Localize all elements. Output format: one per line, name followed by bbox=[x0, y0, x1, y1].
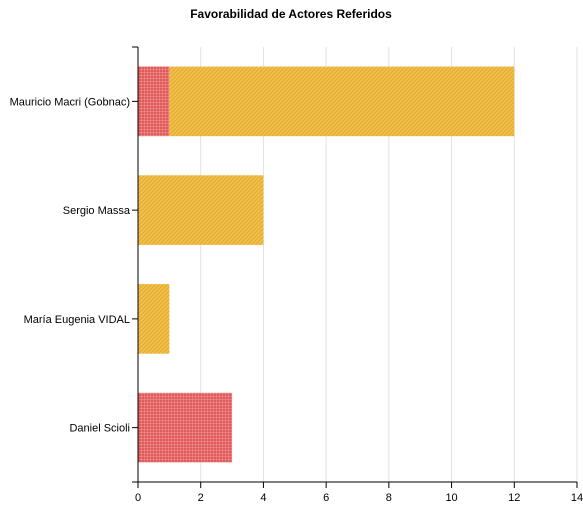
y-tick-label: Daniel Scioli bbox=[69, 423, 130, 435]
bar-segment bbox=[138, 66, 170, 137]
y-tick-label: Mauricio Macri (Gobnac) bbox=[10, 96, 130, 108]
bar-segment bbox=[138, 175, 264, 245]
bar-segment bbox=[138, 284, 170, 354]
x-tick-label: 0 bbox=[135, 492, 141, 504]
bar-segment bbox=[138, 392, 233, 463]
x-tick-label: 12 bbox=[508, 492, 520, 504]
chart-title: Favorabilidad de Actores Referidos bbox=[190, 7, 392, 21]
bars bbox=[138, 66, 515, 463]
x-tick-label: 8 bbox=[386, 492, 392, 504]
axes: Mauricio Macri (Gobnac) Sergio Massa María… bbox=[10, 46, 583, 504]
x-tick-label: 10 bbox=[445, 492, 457, 504]
bar-segment bbox=[169, 66, 515, 137]
x-tick-label: 14 bbox=[571, 492, 583, 504]
x-tick-label: 2 bbox=[198, 492, 204, 504]
y-tick-label: María Eugenia VIDAL bbox=[24, 314, 130, 326]
x-tick-label: 4 bbox=[260, 492, 266, 504]
y-tick-label: Sergio Massa bbox=[63, 205, 131, 217]
x-tick-label: 6 bbox=[323, 492, 329, 504]
